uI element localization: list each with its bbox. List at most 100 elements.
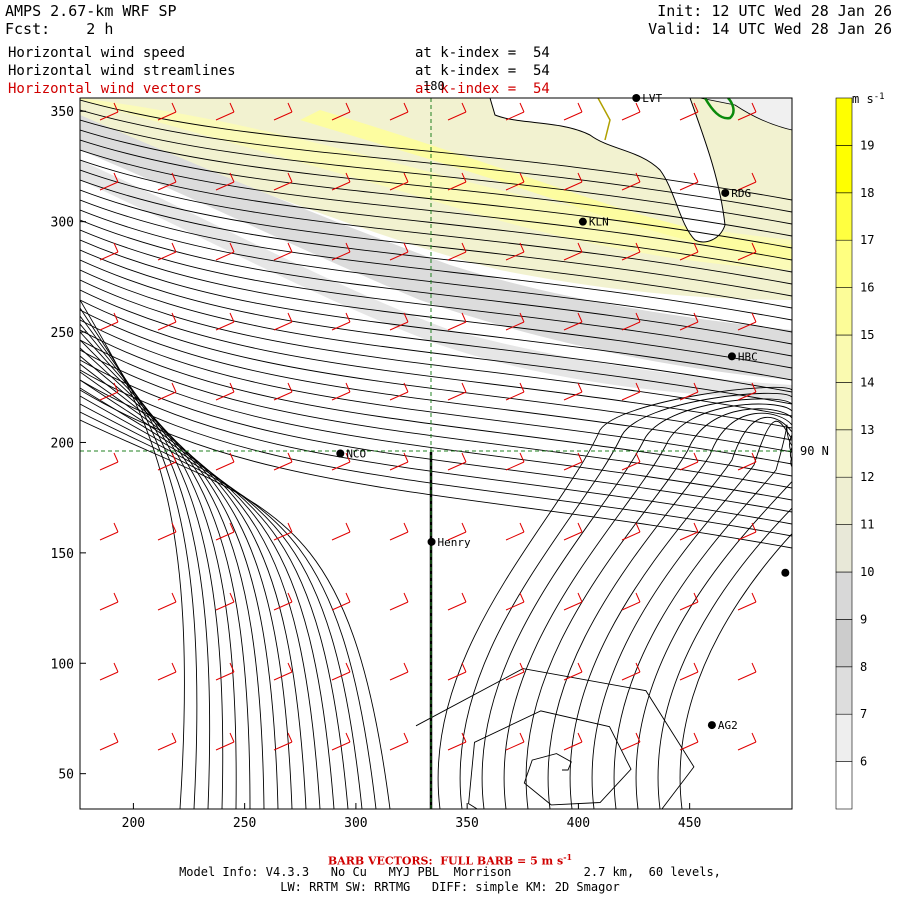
wind-barb: [505, 592, 525, 611]
colorbar-label: 17: [860, 233, 874, 247]
streamline: [80, 379, 792, 537]
colorbar-unit: m s-1: [852, 92, 885, 106]
wind-barb: [331, 592, 351, 611]
colorbar-label: 11: [860, 518, 874, 532]
streamline: [80, 159, 792, 273]
wind-barb: [99, 312, 119, 331]
y-tick-label: 300: [51, 216, 74, 231]
streamline: [80, 239, 792, 369]
station-label: KLN: [589, 216, 609, 229]
wind-barb: [331, 732, 351, 751]
streamline: [635, 433, 792, 809]
streamline: [481, 398, 792, 809]
streamline: [80, 119, 792, 225]
station-label: AG2: [718, 719, 738, 732]
wind-barb: [157, 242, 177, 261]
wind-barb: [621, 102, 641, 121]
streamline: [80, 249, 792, 381]
wind-barb: [389, 662, 409, 681]
colorbar-swatch: [835, 571, 853, 620]
fcst-value: 2 h: [86, 20, 114, 38]
wind-barb: [621, 732, 641, 751]
wind-barb: [621, 662, 641, 681]
y-tick-label: 250: [51, 326, 74, 341]
colorbar-swatch: [835, 713, 853, 762]
wind-barb: [99, 172, 119, 191]
wind-barb: [157, 172, 177, 191]
streamline: [80, 331, 237, 809]
wind-barb: [215, 732, 235, 751]
wind-barb: [505, 732, 525, 751]
wind-barb: [679, 312, 699, 331]
colorbar-swatch: [835, 287, 853, 336]
wind-barb: [505, 382, 525, 401]
wind-barb: [273, 102, 293, 121]
wind-barb: [505, 662, 525, 681]
wind-barb: [331, 312, 351, 331]
wind-barb: [273, 312, 293, 331]
streamline: [80, 289, 792, 429]
streamline: [80, 411, 377, 809]
streamline: [80, 339, 792, 489]
wind-barb: [157, 522, 177, 541]
wind-barb: [679, 732, 699, 751]
x-axis: 200 250 300 350 400 450: [122, 803, 701, 831]
streamline: [613, 424, 792, 809]
colorbar-label: 18: [860, 186, 874, 200]
wind-barb: [621, 452, 641, 471]
wind-barb: [679, 662, 699, 681]
wind-barb: [737, 662, 757, 681]
wind-barb: [215, 172, 235, 191]
streamline: [80, 309, 792, 453]
streamline: [80, 315, 211, 809]
wind-barb: [737, 382, 757, 401]
wind-barb: [157, 102, 177, 121]
parallel-label: 90 N: [800, 444, 829, 458]
station-marker: [707, 721, 716, 730]
wind-barb: [389, 452, 409, 471]
x-tick-label: 350: [455, 816, 478, 831]
wind-barb: [679, 382, 699, 401]
colorbar-label: 7: [860, 707, 867, 721]
streamline: [679, 456, 792, 809]
wind-barb: [447, 452, 467, 471]
colorbar-swatch: [835, 524, 853, 573]
streamline: [80, 395, 349, 809]
field-name-wind-vectors: Horizontal wind vectors: [8, 81, 202, 97]
wind-barb: [215, 522, 235, 541]
y-tick-label: 100: [51, 657, 74, 672]
colorbar-label: 6: [860, 755, 867, 769]
wind-barb: [99, 662, 119, 681]
wind-barb: [447, 312, 467, 331]
barb-note: BARB VECTORS: FULL BARB = 5 m s-1: [327, 852, 573, 868]
wind-barb: [157, 452, 177, 471]
y-tick-label: 150: [51, 547, 74, 562]
colorbar-label: 14: [860, 375, 874, 389]
wind-barb: [215, 452, 235, 471]
streamline: [80, 387, 335, 809]
x-tick-label: 400: [567, 816, 590, 831]
streamline-spiral: [415, 668, 695, 809]
x-tick-label: 250: [233, 816, 256, 831]
wind-barb: [737, 172, 757, 191]
streamline: [80, 319, 792, 465]
wind-barb: [447, 382, 467, 401]
streamline: [80, 299, 792, 441]
physics-info: LW: RRTM SW: RRTMG DIFF: simple KM: 2D S…: [280, 880, 620, 894]
field-level-wind-vectors: at k-index = 54: [415, 81, 550, 97]
wind-barb: [737, 312, 757, 331]
forecast-hour: Fcst: 2 h: [5, 21, 113, 38]
streamline: [80, 349, 792, 501]
streamline: [591, 420, 792, 809]
wind-barb: [157, 732, 177, 751]
station-label: HBC: [738, 350, 758, 363]
wind-barb: [621, 312, 641, 331]
wind-barb: [389, 382, 409, 401]
field-name-wind-speed: Horizontal wind speed: [8, 45, 186, 61]
station-label: NCO: [346, 448, 366, 461]
streamline: [459, 392, 792, 809]
field-name-streamlines: Horizontal wind streamlines: [8, 63, 236, 79]
wind-barb: [621, 172, 641, 191]
